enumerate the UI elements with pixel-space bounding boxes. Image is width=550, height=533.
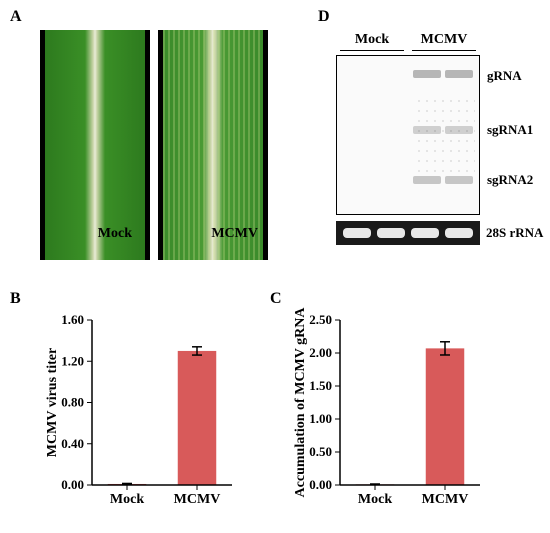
blot-image: gRNA sgRNA1 sgRNA2	[336, 55, 480, 215]
panel-label-a: A	[10, 8, 22, 26]
svg-text:Accumulation of MCMV gRNA: Accumulation of MCMV gRNA	[293, 307, 308, 498]
leaf-label-mock: Mock	[98, 226, 132, 242]
band-label-grna: gRNA	[487, 68, 522, 84]
panel-label-c: C	[270, 290, 282, 308]
svg-text:MCMV: MCMV	[422, 492, 469, 507]
band-label-sgrna1: sgRNA1	[487, 122, 533, 138]
chart-c: 0.00 0.50 1.00 1.50 2.00 2.50 Mock MCMV Accumula…	[290, 310, 490, 510]
svg-text:0.80: 0.80	[61, 395, 84, 410]
svg-text:0.40: 0.40	[61, 436, 84, 451]
blot-header-mcmv: MCMV	[408, 32, 480, 48]
loading-control: 28S rRNA	[336, 221, 480, 245]
svg-text:2.50: 2.50	[309, 312, 332, 327]
blot-header-mock: Mock	[336, 32, 408, 48]
svg-text:MCMV virus titer: MCMV virus titer	[45, 348, 60, 457]
leaf-image-mock: Mock	[40, 30, 150, 260]
svg-text:0.00: 0.00	[61, 477, 84, 492]
svg-text:MCMV: MCMV	[174, 492, 221, 507]
panel-a: Mock MCMV	[40, 30, 268, 260]
leaf-label-mcmv: MCMV	[211, 226, 258, 242]
svg-text:2.00: 2.00	[309, 345, 332, 360]
band-label-sgrna2: sgRNA2	[487, 172, 533, 188]
svg-text:1.60: 1.60	[61, 312, 84, 327]
loading-label: 28S rRNA	[486, 225, 543, 241]
panel-d: Mock MCMV gRNA sgRNA1 sgRNA2 28S rRNA	[336, 32, 480, 245]
svg-text:Mock: Mock	[110, 492, 144, 507]
svg-text:1.20: 1.20	[61, 353, 84, 368]
panel-label-b: B	[10, 290, 21, 308]
svg-text:1.00: 1.00	[309, 411, 332, 426]
leaf-image-mcmv: MCMV	[158, 30, 268, 260]
svg-text:0.00: 0.00	[309, 477, 332, 492]
svg-text:Mock: Mock	[358, 492, 392, 507]
svg-text:1.50: 1.50	[309, 378, 332, 393]
svg-text:0.50: 0.50	[309, 444, 332, 459]
panel-label-d: D	[318, 8, 330, 26]
chart-b: 0.00 0.40 0.80 1.20 1.60 Mock MCMV MCMV virus t…	[42, 310, 242, 510]
